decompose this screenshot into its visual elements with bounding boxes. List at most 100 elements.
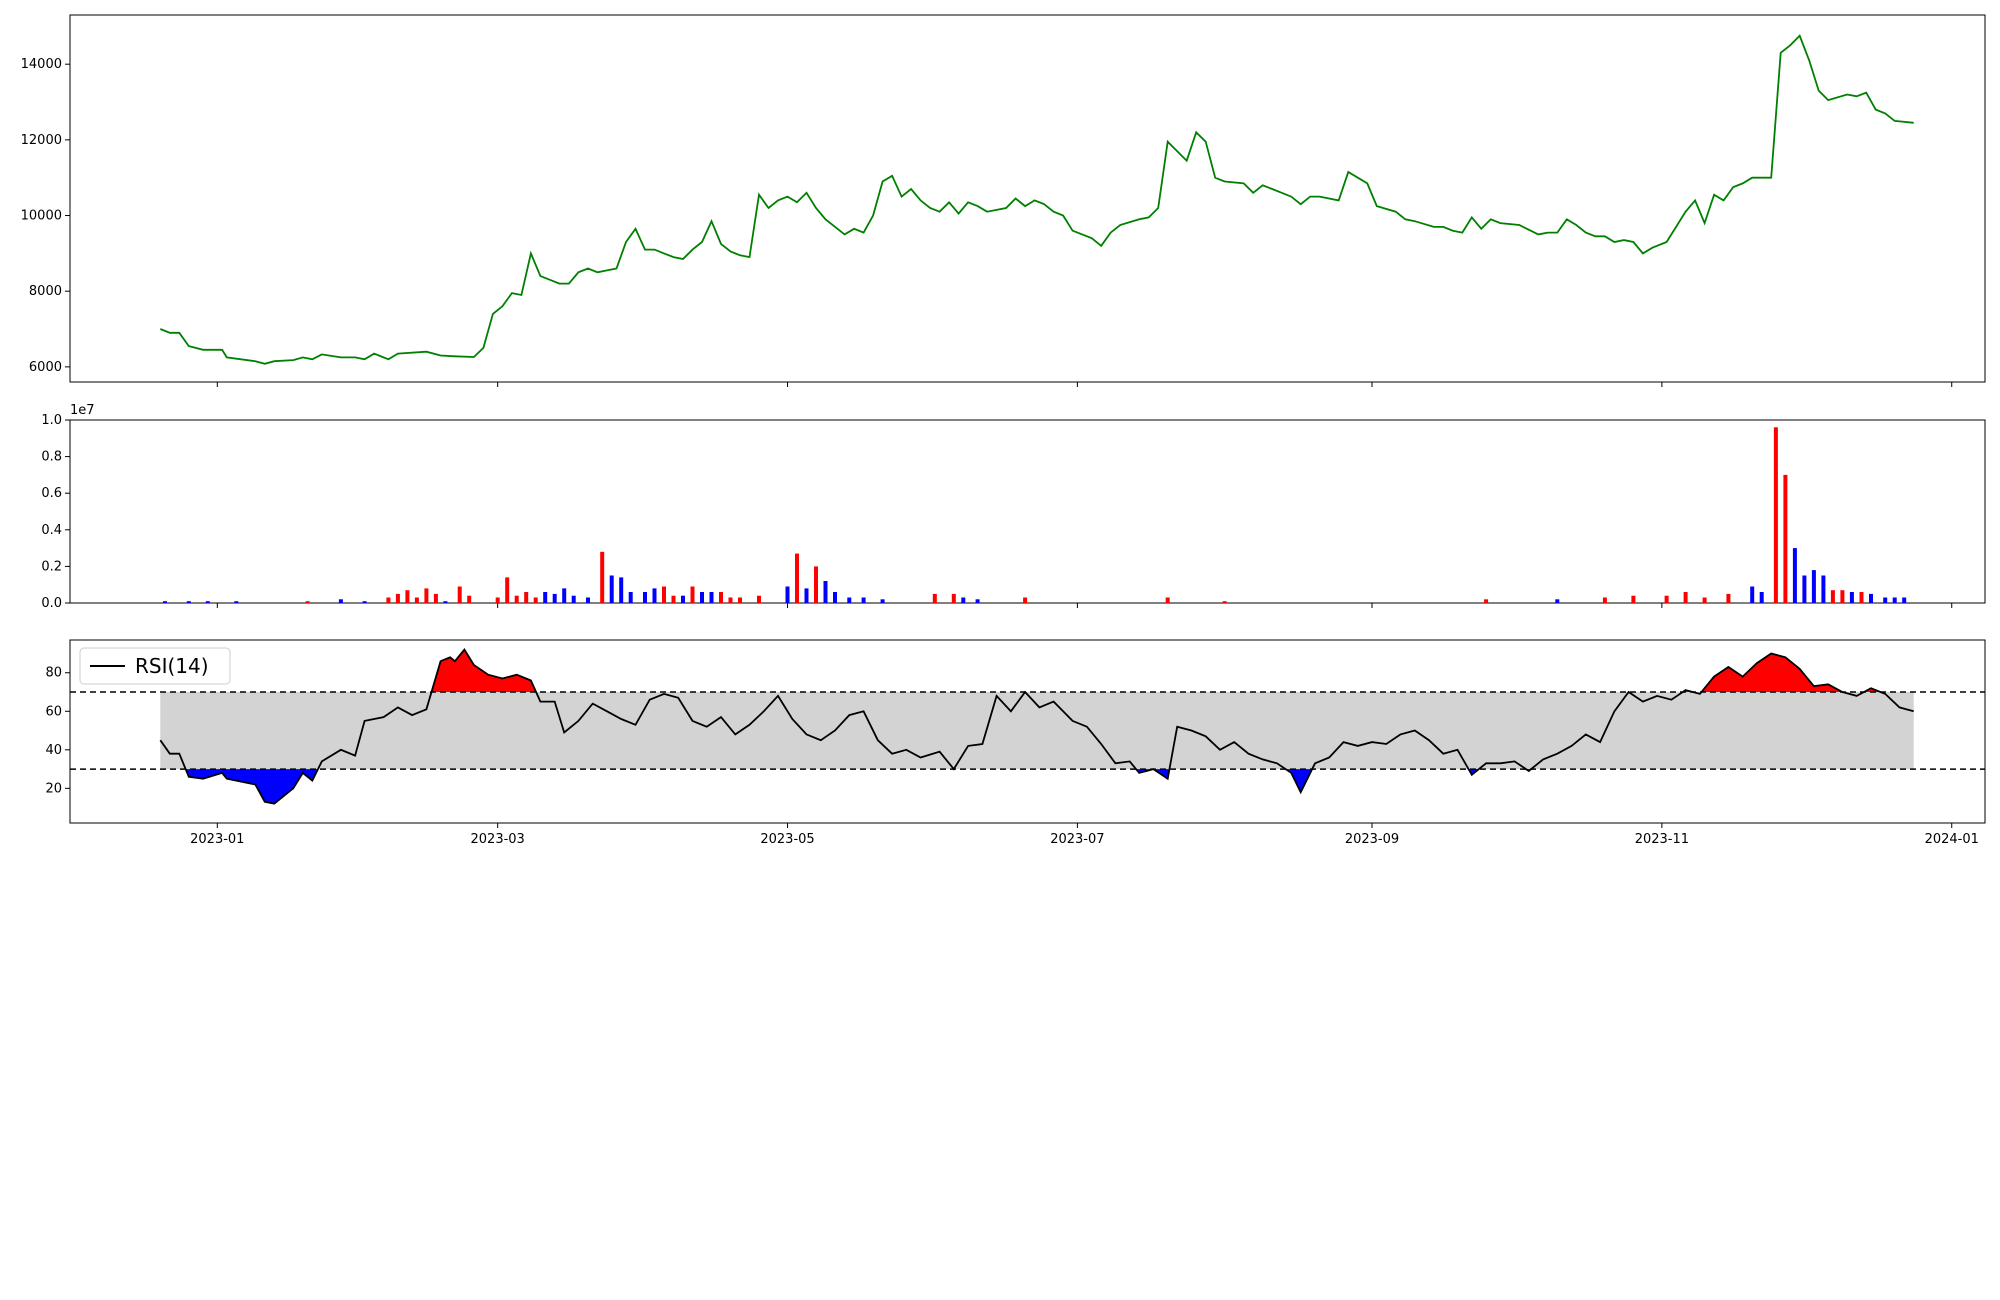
y-tick-label: 14000 [21,57,62,72]
volume-bar [163,601,167,603]
volume-bar [1883,597,1888,603]
y-tick-label: 8000 [29,284,62,299]
volume-bar [951,593,956,603]
chart-panels: 6000 8000 10000 12000 14000 0.0 0.2 0.4 0.6 0.8 1.… [21,14,1986,847]
x-tick-label: 2023-05 [760,832,814,847]
volume-bar [700,592,704,603]
volume-panel: 0.0 0.2 0.4 0.6 0.8 1.0 1e7 [41,403,1986,611]
volume-bar [1759,592,1764,603]
volume-bar [1023,597,1028,603]
y-tick-label: 12000 [21,133,62,148]
volume-bar [1750,586,1755,603]
volume-bar [728,597,733,603]
volume-bar [1840,590,1845,603]
x-tick-label: 2023-09 [1345,832,1399,847]
volume-bar [1811,570,1816,603]
volume-bar [1165,597,1170,603]
volume-bar [1702,597,1707,603]
volume-bar [619,577,624,603]
volume-bar [1222,601,1227,603]
rsi-overbought-fill [1701,653,1843,692]
price-axes-frame [69,14,1986,383]
rsi-axes-frame [69,639,1986,824]
volume-bar [757,595,761,603]
volume-bar [719,592,723,603]
volume-bar [785,586,790,603]
volume-bar [1859,592,1864,603]
volume-bar [457,586,462,603]
volume-bar [1484,599,1489,603]
y-tick-label: 60 [45,704,62,719]
volume-bar [975,599,980,603]
volume-bar [467,595,472,603]
volume-bar [1683,592,1688,603]
volume-bar [586,597,590,603]
volume-bar [652,588,657,603]
volume-offset-label: 1e7 [70,403,95,418]
x-tick-label: 2023-01 [190,832,244,847]
volume-bar [880,599,885,603]
volume-bar [1869,593,1873,603]
y-tick-label: 0.2 [41,559,62,574]
volume-bar [609,575,614,603]
volume-bar [1830,590,1835,603]
volume-bar [1783,474,1788,603]
volume-bar [386,597,391,603]
price-line [159,34,1914,365]
rsi-panel: 20 40 60 80 2023-01 2023-03 2023-05 2023-07 2023… [45,639,1986,847]
y-tick-label: 80 [45,666,62,681]
volume-bar [1821,575,1826,603]
y-tick-label: 0.8 [41,450,62,465]
volume-bar [671,595,676,603]
volume-bar [681,595,685,603]
volume-bar [562,588,567,603]
y-tick-label: 6000 [29,360,62,375]
volume-bar [709,592,714,603]
y-tick-label: 40 [45,743,62,758]
volume-bar [514,595,519,603]
volume-bar [1792,548,1797,603]
volume-bar [443,601,448,603]
x-tick-label: 2023-11 [1635,832,1689,847]
x-tick-label: 2023-07 [1050,832,1104,847]
volume-bar [405,590,410,603]
rsi-line [159,648,1914,805]
rsi-legend: RSI(14) [79,647,231,685]
price-panel: 6000 8000 10000 12000 14000 [21,14,1986,387]
volume-bar [795,553,799,603]
volume-bar [543,592,548,603]
volume-bar [424,588,429,603]
volume-bar [662,586,666,603]
volume-bar [690,586,695,603]
volume-bar [205,601,210,603]
volume-bar [414,597,419,603]
y-tick-label: 0.6 [41,486,62,501]
volume-bar [571,595,576,603]
volume-bar [1849,592,1854,603]
volume-bar [1664,595,1669,603]
y-tick-label: 0.0 [41,596,62,611]
y-tick-label: 0.4 [41,523,62,538]
volume-bar [823,581,828,603]
volume-bar [495,597,500,603]
volume-bar [961,597,966,603]
volume-bar [1802,575,1807,603]
volume-bar [186,601,191,603]
volume-bar [1902,597,1907,603]
volume-bar [1773,427,1778,603]
volume-bar [395,593,400,603]
rsi-oversold-fill [1285,769,1313,793]
volume-bar [552,593,557,603]
volume-bar [847,597,852,603]
volume-bar [1555,599,1560,603]
rsi-overbought-fill [431,649,537,692]
volume-bar [1726,593,1731,603]
volume-bar [1602,597,1607,603]
x-tick-label: 2023-03 [471,832,525,847]
volume-bar [600,551,605,603]
volume-bar [362,601,367,603]
legend-label: RSI(14) [135,654,209,678]
volume-bar [738,597,742,603]
volume-bar [338,599,343,603]
